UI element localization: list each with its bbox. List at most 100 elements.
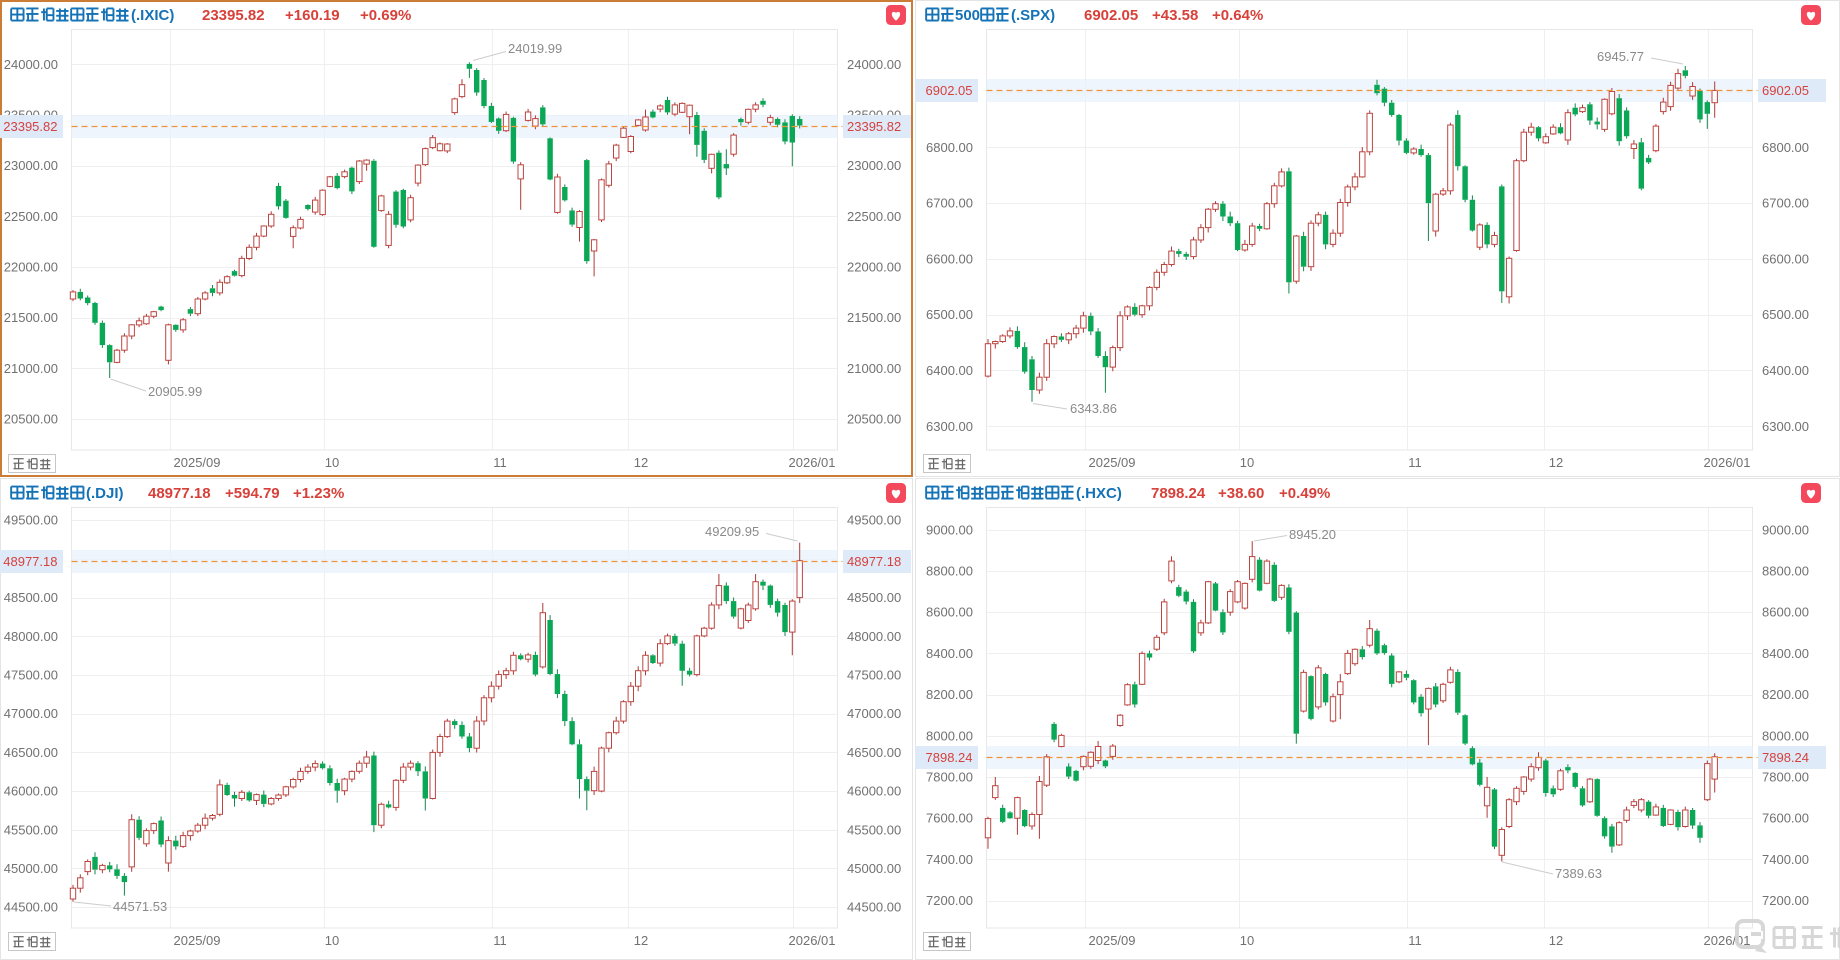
svg-text:+0.69%: +0.69% <box>360 7 411 24</box>
svg-text:48000.00: 48000.00 <box>847 629 901 644</box>
svg-text:6902.05: 6902.05 <box>926 83 973 98</box>
svg-text:12: 12 <box>1549 455 1563 470</box>
svg-text:6800.00: 6800.00 <box>926 140 973 155</box>
svg-text:6902.05: 6902.05 <box>1762 83 1809 98</box>
svg-text:+0.49%: +0.49% <box>1279 485 1330 502</box>
svg-text:8800.00: 8800.00 <box>926 564 973 579</box>
svg-text:2026/01: 2026/01 <box>789 933 836 948</box>
svg-text:8000.00: 8000.00 <box>926 728 973 743</box>
svg-text:6902.05: 6902.05 <box>1084 7 1138 24</box>
svg-text:10: 10 <box>1240 933 1254 948</box>
svg-text:7200.00: 7200.00 <box>1762 893 1809 908</box>
svg-text:8800.00: 8800.00 <box>1762 564 1809 579</box>
svg-text:7200.00: 7200.00 <box>926 893 973 908</box>
svg-text:20500.00: 20500.00 <box>847 412 901 427</box>
svg-text:48977.18: 48977.18 <box>148 485 211 502</box>
svg-text:48000.00: 48000.00 <box>4 629 58 644</box>
svg-text:7898.24: 7898.24 <box>1762 750 1809 765</box>
svg-text:44571.53: 44571.53 <box>113 899 167 914</box>
svg-text:6500.00: 6500.00 <box>926 307 973 322</box>
svg-text:7898.24: 7898.24 <box>926 750 973 765</box>
svg-text:+160.19: +160.19 <box>285 7 340 24</box>
svg-text:(.HXC): (.HXC) <box>1076 485 1122 502</box>
svg-text:23000.00: 23000.00 <box>847 158 901 173</box>
svg-text:24019.99: 24019.99 <box>508 41 562 56</box>
svg-text:12: 12 <box>634 933 648 948</box>
svg-text:22000.00: 22000.00 <box>4 260 58 275</box>
svg-text:6400.00: 6400.00 <box>1762 363 1809 378</box>
svg-text:24000.00: 24000.00 <box>847 57 901 72</box>
svg-text:45500.00: 45500.00 <box>847 822 901 837</box>
svg-text:8600.00: 8600.00 <box>1762 605 1809 620</box>
svg-text:44500.00: 44500.00 <box>847 900 901 915</box>
svg-text:12: 12 <box>634 455 648 470</box>
svg-text:+594.79: +594.79 <box>225 485 280 502</box>
svg-text:2025/09: 2025/09 <box>174 933 221 948</box>
svg-text:(.DJI): (.DJI) <box>86 485 124 502</box>
svg-text:9000.00: 9000.00 <box>926 522 973 537</box>
svg-text:49500.00: 49500.00 <box>4 513 58 528</box>
svg-text:23395.82: 23395.82 <box>3 119 57 134</box>
svg-text:6700.00: 6700.00 <box>926 196 973 211</box>
svg-text:+1.23%: +1.23% <box>293 485 344 502</box>
svg-text:7400.00: 7400.00 <box>1762 852 1809 867</box>
svg-text:20905.99: 20905.99 <box>148 384 202 399</box>
svg-text:11: 11 <box>1408 455 1422 470</box>
svg-text:45000.00: 45000.00 <box>847 861 901 876</box>
svg-text:+38.60: +38.60 <box>1218 485 1264 502</box>
svg-text:23395.82: 23395.82 <box>202 7 265 24</box>
svg-text:8400.00: 8400.00 <box>926 646 973 661</box>
svg-text:6700.00: 6700.00 <box>1762 196 1809 211</box>
svg-text:10: 10 <box>325 933 339 948</box>
svg-text:7800.00: 7800.00 <box>926 770 973 785</box>
svg-text:21000.00: 21000.00 <box>4 361 58 376</box>
svg-text:6800.00: 6800.00 <box>1762 140 1809 155</box>
svg-text:23000.00: 23000.00 <box>4 158 58 173</box>
svg-text:7600.00: 7600.00 <box>1762 811 1809 826</box>
svg-text:22500.00: 22500.00 <box>4 209 58 224</box>
svg-text:46000.00: 46000.00 <box>847 784 901 799</box>
svg-text:8200.00: 8200.00 <box>1762 687 1809 702</box>
svg-text:6343.86: 6343.86 <box>1070 401 1117 416</box>
svg-text:48977.18: 48977.18 <box>3 554 57 569</box>
svg-text:500: 500 <box>955 7 980 24</box>
svg-text:2025/09: 2025/09 <box>174 455 221 470</box>
svg-text:8600.00: 8600.00 <box>926 605 973 620</box>
svg-text:20500.00: 20500.00 <box>4 412 58 427</box>
svg-text:6600.00: 6600.00 <box>1762 251 1809 266</box>
svg-text:(.SPX): (.SPX) <box>1011 7 1055 24</box>
svg-text:23395.82: 23395.82 <box>847 119 901 134</box>
svg-text:21500.00: 21500.00 <box>4 310 58 325</box>
svg-text:45000.00: 45000.00 <box>4 861 58 876</box>
svg-text:8400.00: 8400.00 <box>1762 646 1809 661</box>
svg-text:(.IXIC): (.IXIC) <box>131 7 174 24</box>
svg-text:10: 10 <box>1240 455 1254 470</box>
svg-text:49209.95: 49209.95 <box>705 524 759 539</box>
svg-text:24000.00: 24000.00 <box>4 57 58 72</box>
svg-text:6600.00: 6600.00 <box>926 251 973 266</box>
svg-text:2026/01: 2026/01 <box>789 455 836 470</box>
svg-text:6945.77: 6945.77 <box>1597 49 1644 64</box>
svg-text:7389.63: 7389.63 <box>1555 866 1602 881</box>
svg-text:7600.00: 7600.00 <box>926 811 973 826</box>
svg-text:11: 11 <box>493 933 507 948</box>
svg-text:22000.00: 22000.00 <box>847 260 901 275</box>
svg-text:46000.00: 46000.00 <box>4 784 58 799</box>
svg-text:10: 10 <box>325 455 339 470</box>
svg-text:+43.58: +43.58 <box>1152 7 1198 24</box>
svg-text:46500.00: 46500.00 <box>847 745 901 760</box>
svg-text:2026/01: 2026/01 <box>1704 455 1751 470</box>
svg-text:21000.00: 21000.00 <box>847 361 901 376</box>
svg-text:6300.00: 6300.00 <box>1762 419 1809 434</box>
svg-text:2025/09: 2025/09 <box>1089 455 1136 470</box>
svg-text:6300.00: 6300.00 <box>926 419 973 434</box>
svg-text:2025/09: 2025/09 <box>1089 933 1136 948</box>
svg-text:47500.00: 47500.00 <box>847 668 901 683</box>
svg-text:9000.00: 9000.00 <box>1762 522 1809 537</box>
svg-text:49500.00: 49500.00 <box>847 513 901 528</box>
svg-text:12: 12 <box>1549 933 1563 948</box>
svg-text:7800.00: 7800.00 <box>1762 770 1809 785</box>
svg-text:21500.00: 21500.00 <box>847 310 901 325</box>
svg-text:+0.64%: +0.64% <box>1212 7 1263 24</box>
svg-text:47000.00: 47000.00 <box>847 706 901 721</box>
